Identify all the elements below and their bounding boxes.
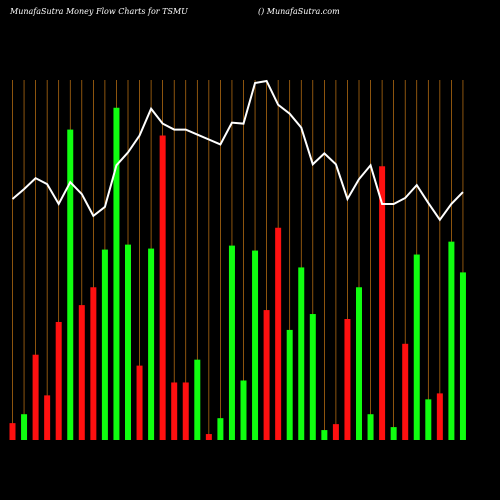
bar — [194, 359, 201, 440]
bar — [159, 135, 166, 440]
bar — [21, 414, 28, 440]
bar — [413, 254, 420, 440]
bar — [240, 380, 247, 440]
bar — [78, 305, 85, 440]
bar — [321, 430, 328, 440]
bar — [182, 382, 189, 440]
bar — [390, 427, 397, 440]
bar — [101, 249, 108, 440]
bar — [90, 287, 97, 440]
bar — [148, 248, 155, 440]
bar — [436, 393, 443, 440]
bar — [344, 319, 351, 440]
bar — [113, 107, 120, 441]
bar — [309, 314, 316, 440]
bar — [32, 354, 39, 440]
bar — [9, 423, 16, 440]
bar — [286, 329, 293, 440]
bar — [425, 399, 432, 440]
chart-subtitle: () MunafaSutra.com — [258, 7, 340, 16]
chart-title: MunafaSutra Money Flow Charts for TSMU — [9, 7, 188, 16]
bar — [67, 129, 74, 440]
bar — [205, 434, 212, 440]
bar — [228, 245, 235, 440]
bar — [171, 382, 178, 440]
bar — [275, 227, 282, 440]
bar — [402, 343, 409, 440]
bar — [252, 250, 259, 440]
bar — [367, 414, 374, 440]
bar — [448, 241, 455, 440]
bar — [459, 272, 466, 440]
bar — [356, 287, 362, 440]
bar — [136, 365, 143, 440]
bar — [217, 418, 224, 440]
money-flow-line — [11, 79, 464, 222]
bar — [263, 310, 270, 440]
bar — [44, 395, 51, 440]
bar — [379, 166, 386, 440]
bar — [298, 267, 305, 440]
bar — [55, 321, 62, 440]
bar — [332, 424, 339, 440]
bar — [125, 244, 131, 440]
